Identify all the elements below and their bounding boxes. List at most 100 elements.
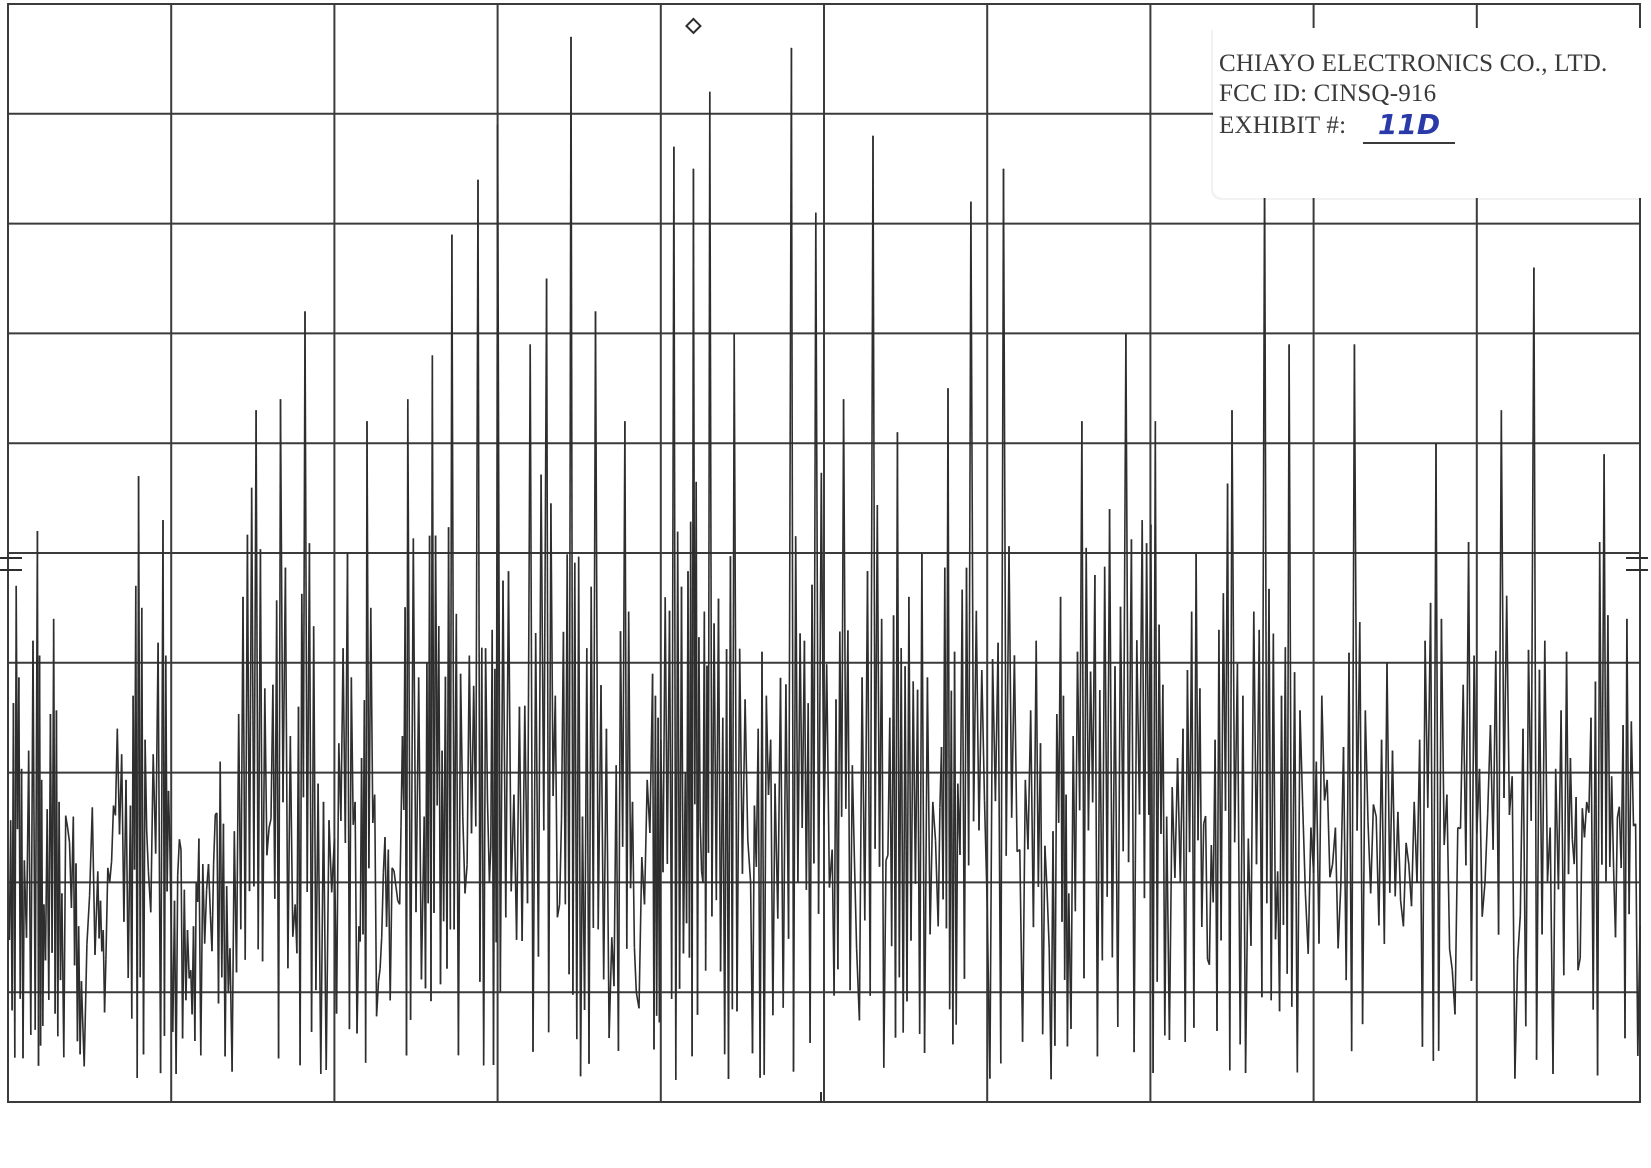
trace-segment <box>1538 669 1543 935</box>
trace-segment <box>1353 344 1358 831</box>
trace-segment <box>200 864 204 1056</box>
trace-segment <box>1522 728 1527 1027</box>
trace-segment <box>602 728 608 980</box>
trace-segment <box>741 699 746 874</box>
trace-segment <box>464 864 468 894</box>
trace-segment <box>794 536 799 883</box>
trace-segment <box>1361 710 1367 1025</box>
trace-segment <box>550 503 554 797</box>
trace-segment <box>1296 710 1301 1073</box>
trace-segment <box>792 536 797 1072</box>
trace-segment <box>1378 739 1383 926</box>
trace-segment <box>864 571 869 921</box>
trace-segment <box>194 882 197 1042</box>
trace-segment <box>983 800 988 905</box>
trace-segment <box>981 670 986 801</box>
trace-segment <box>1628 721 1633 915</box>
trace-segment <box>169 842 172 927</box>
trace-segment <box>212 814 217 865</box>
trace-segment <box>1165 816 1171 1041</box>
trace-segment <box>547 503 552 1033</box>
trace-segment <box>1470 655 1475 981</box>
trace-segment <box>486 800 491 883</box>
trace-segment <box>266 827 270 856</box>
trace-segment <box>1176 757 1182 883</box>
trace-segment <box>1299 710 1304 806</box>
trace-segment <box>1101 566 1106 961</box>
trace-segment <box>1565 651 1570 875</box>
trace-segment <box>1596 541 1601 1076</box>
trace-segment <box>261 688 266 962</box>
trace-segment <box>1637 926 1641 1056</box>
trace-segment <box>1410 801 1415 907</box>
trace-segment <box>1318 695 1323 944</box>
trace-segment <box>277 399 282 1059</box>
trace-segment <box>1326 779 1331 878</box>
trace-segment <box>790 47 795 1072</box>
trace-segment <box>1010 655 1016 818</box>
exhibit-number: 11D <box>1363 108 1455 144</box>
trace-segment <box>1405 842 1410 865</box>
trace-segment <box>1261 157 1266 998</box>
trace-segment <box>1473 655 1478 834</box>
trace-segment <box>932 801 937 841</box>
trace-segment <box>64 815 69 828</box>
trace-segment <box>847 630 851 991</box>
trace-segment <box>963 567 968 979</box>
trace-segment <box>1008 546 1013 818</box>
trace-segment <box>1364 710 1369 822</box>
trace-segment <box>1293 672 1299 1073</box>
trace-segment <box>1195 552 1199 841</box>
trace-segment <box>1021 779 1027 1042</box>
trace-segment <box>1372 804 1377 817</box>
trace-segment <box>1291 672 1296 1007</box>
trace-segment <box>558 819 563 905</box>
trace-segment <box>955 783 959 1025</box>
trace-segment <box>175 875 179 1075</box>
trace-segment <box>22 860 26 1059</box>
trace-segment <box>377 968 381 982</box>
trace-segment <box>91 807 96 955</box>
trace-segment <box>1039 743 1044 1035</box>
trace-segment <box>624 421 628 949</box>
trace-segment <box>207 864 212 916</box>
trace-segment <box>849 765 854 991</box>
trace-segment <box>1122 333 1127 852</box>
trace-segment <box>1541 640 1546 935</box>
trace-segment <box>1345 652 1350 981</box>
trace-segment <box>908 596 912 941</box>
trace-segment <box>738 648 744 874</box>
trace-segment <box>1437 618 1443 1051</box>
trace-segment <box>328 820 333 893</box>
trace-segment <box>211 864 215 952</box>
trace-segment <box>203 889 208 944</box>
trace-segment <box>698 637 701 822</box>
trace-segment <box>1577 957 1581 971</box>
trace-segment <box>763 695 768 1075</box>
trace-segment <box>284 567 289 969</box>
trace-segment <box>608 937 613 1039</box>
trace-segment <box>457 673 462 1056</box>
trace-segment <box>1125 333 1130 863</box>
trace-segment <box>1484 813 1489 883</box>
trace-segment <box>505 571 510 918</box>
trace-segment <box>1108 509 1114 958</box>
trace-segment <box>1391 750 1396 897</box>
trace-segment <box>370 607 374 824</box>
trace-segment <box>105 867 109 960</box>
trace-segment <box>279 399 284 803</box>
trace-segment <box>1369 804 1375 894</box>
trace-segment <box>375 981 380 1017</box>
trace-segment <box>837 631 841 970</box>
trace-segment <box>570 36 574 995</box>
marker-diamond-icon <box>685 17 702 35</box>
trace-segment <box>1111 666 1116 958</box>
trace-segment <box>462 816 466 894</box>
trace-segment <box>335 743 340 1014</box>
trace-segment <box>600 685 605 980</box>
trace-segment <box>1459 684 1464 829</box>
trace-segment <box>459 673 464 817</box>
trace-segment <box>1236 663 1241 1045</box>
trace-segment <box>1174 757 1179 878</box>
trace-segment <box>1516 915 1522 960</box>
